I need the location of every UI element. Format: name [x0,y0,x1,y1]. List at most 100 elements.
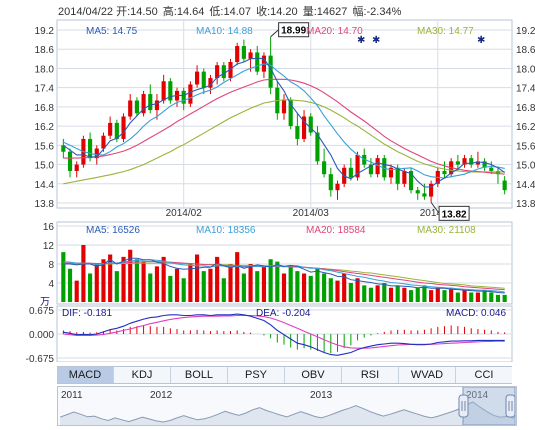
legend-volume-ma30: MA30: 21108 [417,225,476,236]
price-ma10-line [63,63,505,179]
quote-summary: 2014/04/22 开:14.50 高:14.64 低:14.07 收:14.… [58,3,403,19]
volume-bar-up [81,245,86,302]
candle-up [429,183,434,197]
volume-bar-down [201,271,206,302]
time-range-navigator[interactable]: 2011 2012 2013 2014 [57,386,517,426]
price-tick-right: 18.6 [516,45,535,56]
price-tick-right: 13.8 [516,199,535,210]
candle-down [61,145,66,152]
candle-down [408,170,414,191]
volume-bar-down [255,271,260,302]
price-tick-left: 16.2 [35,122,55,133]
price-x-tick: 2014/03 [293,208,330,219]
tab-macd[interactable]: MACD [57,367,114,383]
legend-price-ma10: MA10: 14.88 [196,26,253,37]
volume-bar-down [502,294,507,302]
volume-bar-down [67,268,73,302]
tab-cci[interactable]: CCI [474,369,494,381]
volume-bar-up [462,290,467,302]
candle-up [215,65,220,79]
price-tick-right: 16.8 [516,103,535,114]
volume-bar-down [469,292,474,302]
price-tick-right: 18.0 [516,64,535,75]
volume-bar-up [342,273,347,302]
candle-down [268,55,273,88]
volume-bar-up [388,287,394,302]
quote-low: 低:14.07 [209,6,252,18]
tab-boll[interactable]: BOLL [171,367,228,383]
candle-up [101,135,106,149]
candle-up [335,183,340,191]
navigator-year-2011: 2011 [61,390,83,401]
macd-tick: 0.675 [29,306,54,317]
candle-down [415,190,420,194]
navigator-line [59,401,515,423]
candle-up [128,100,133,117]
tab-wvad[interactable]: WVAD [399,367,456,383]
chart-panels[interactable]: 19.2 18.6 18.0 17.4 16.8 16.2 15.6 15.0 14.4 13.8… [0,0,535,362]
candle-up [355,154,360,178]
volume-bar-up [475,292,480,302]
price-tick-right: 14.4 [516,180,535,191]
volume-bar-down [482,290,487,302]
volume-bar-up [121,256,126,302]
volume-bar-up [435,287,440,302]
navigator-right-handle[interactable] [505,394,516,418]
navigator-year-2013: 2013 [310,390,333,401]
price-ma20-line [63,78,505,175]
volume-bar-down [395,285,400,302]
volume-bar-down [134,259,139,302]
volume-bar-down [241,273,246,302]
tab-obv[interactable]: OBV [285,367,342,383]
tab-psy[interactable]: PSY [228,367,285,383]
candle-down [422,193,427,197]
volume-bar-down [489,292,494,302]
volume-bar-up [335,280,340,302]
candle-up [248,52,253,59]
volume-tick: 4 [48,279,54,290]
quote-high: 高:14.64 [162,6,205,18]
legend-price-ma20: MA20: 14.70 [306,26,363,37]
candle-down [315,132,320,162]
volume-ma5-line [63,257,505,294]
price-tick-left: 16.8 [35,103,55,114]
price-tick-left: 18.0 [35,64,55,75]
volume-bar-up [281,273,287,302]
candle-down [221,65,226,79]
price-tick-right: 19.2 [516,26,535,37]
navigator-left-handle[interactable] [458,394,469,418]
candle-up [388,167,394,178]
annotation-box [278,22,310,38]
volume-bar-up [195,254,200,302]
volume-bar-down [168,275,173,302]
star-marker: ✱ [477,35,485,46]
candle-down [134,100,139,114]
candle-up [402,170,407,184]
volume-tick: 8 [48,260,54,271]
quote-close: 收:14.20 [256,6,298,18]
volume-bar-up [402,287,407,302]
annotation-leader [430,202,440,214]
volume-bar-up [375,285,380,302]
volume-bar-up [174,268,180,302]
candle-down [502,180,507,191]
candle-up [235,46,240,63]
volume-bar-up [94,264,99,302]
volume-bar-down [275,261,280,302]
tab-rsi[interactable]: RSI [342,367,399,383]
legend-volume-ma10: MA10: 18356 [196,225,256,236]
legend-macd-dea: DEA: -0.204 [256,308,311,319]
candle-up [475,161,480,165]
volume-bar-up [261,266,267,302]
navigator-year-2014: 2014 [466,390,489,401]
volume-bar-down [221,278,226,302]
star-marker: ✱ [357,35,365,46]
volume-bar-up [449,287,454,302]
candle-down [442,170,447,175]
tab-kdj[interactable]: KDJ [114,367,171,383]
price-ma5-line [62,57,506,188]
price-tick-left: 17.4 [35,84,55,95]
candle-up [208,78,213,88]
volume-tick: 12 [43,241,55,252]
